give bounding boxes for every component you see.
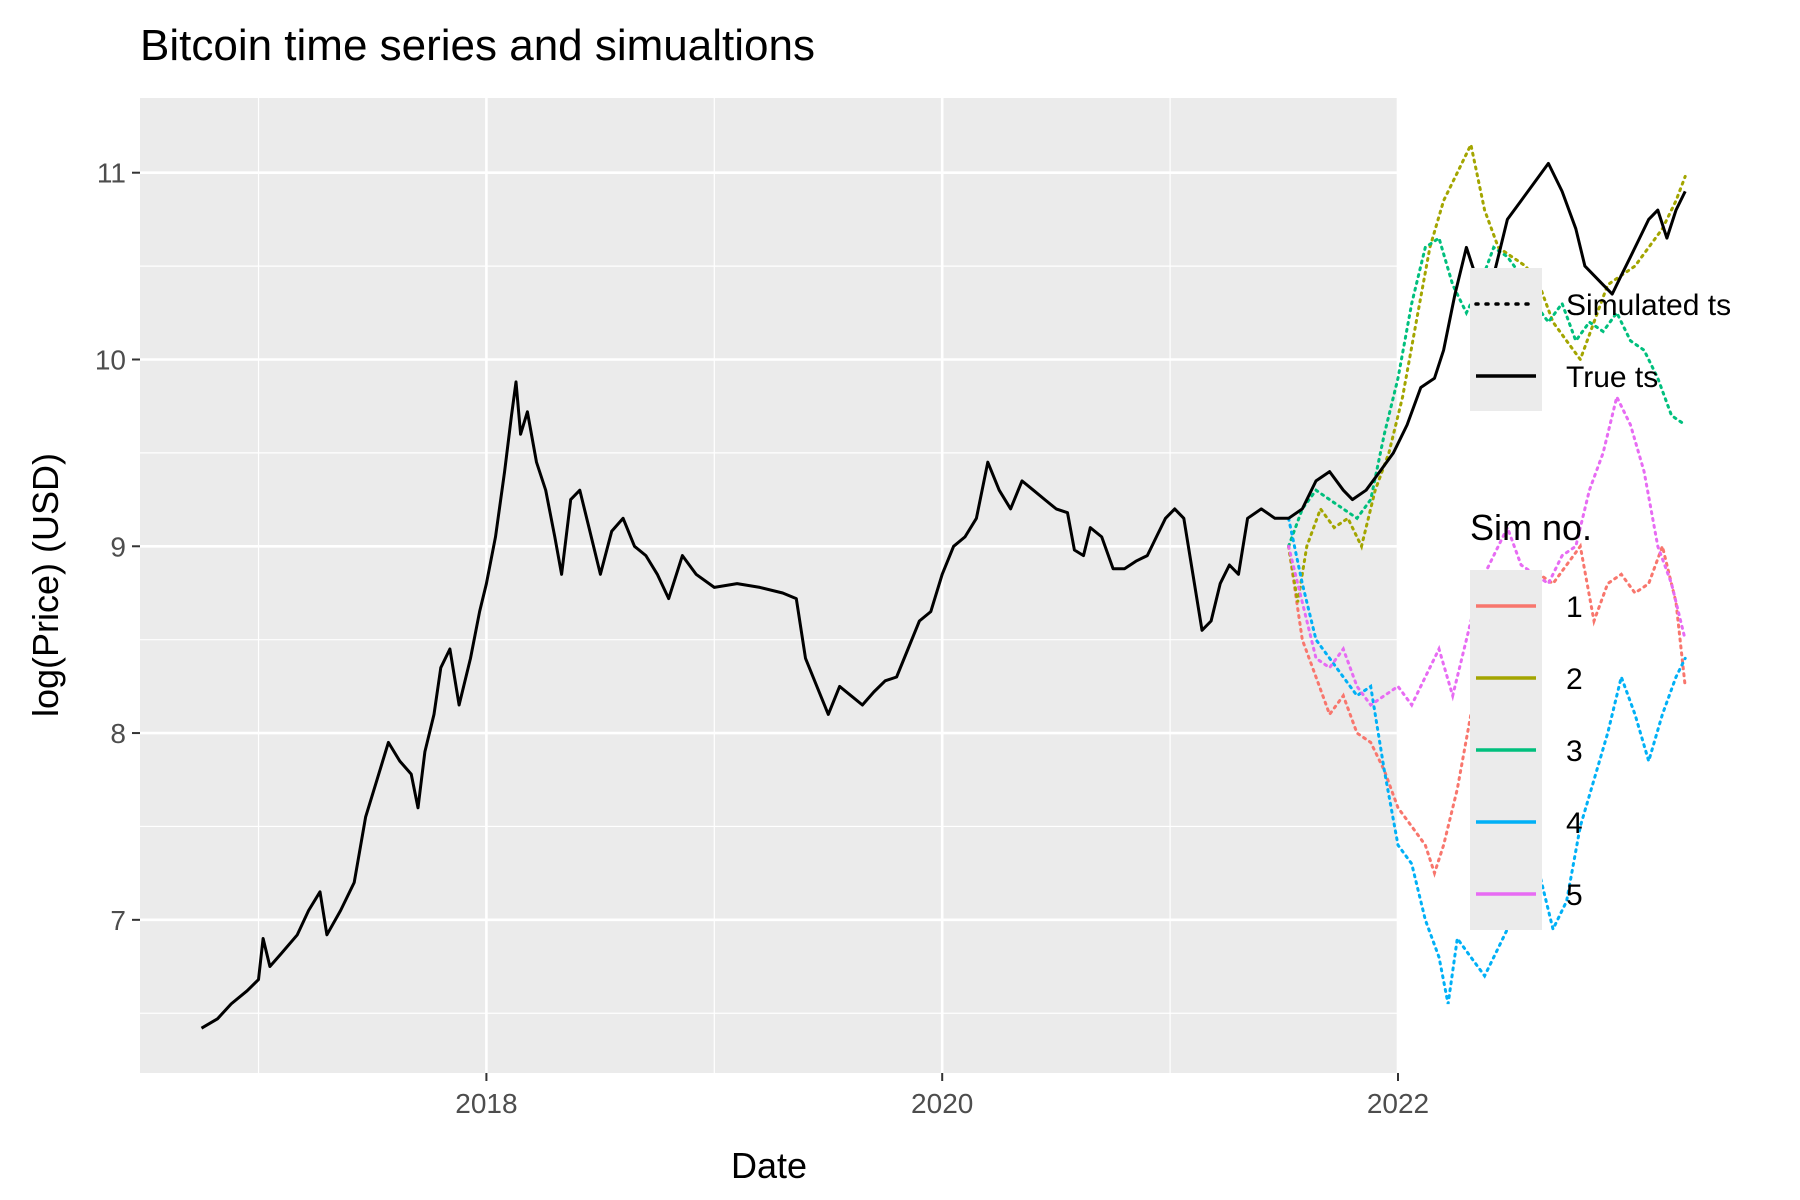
color-legend: 1 2 3 4 5 [1470,570,1583,930]
y-tick-label: 11 [97,158,126,189]
simulated-series-4 [1287,516,1687,1005]
color-legend-label: 1 [1566,591,1583,624]
color-legend-label: 5 [1566,879,1583,912]
simulated-series-1 [1287,541,1687,878]
linetype-legend-label: True ts [1566,361,1658,394]
x-axis-title: Date [731,1145,807,1186]
y-tick-label: 8 [110,718,126,749]
color-legend-title: Sim no. [1470,507,1592,548]
simulated-series-5 [1287,392,1687,708]
true-series-line [200,161,1687,1030]
linetype-legend: Simulated ts True ts [1470,268,1731,411]
simulated-series-3 [1287,235,1687,548]
color-legend-label: 4 [1566,807,1583,840]
color-legend-label: 2 [1566,663,1583,696]
y-tick-label: 7 [110,905,126,936]
series-lines [200,140,1687,1030]
color-legend-label: 3 [1566,735,1583,768]
plot-panel [140,98,1398,1073]
linetype-legend-key-bg [1470,268,1542,411]
y-axis: 7 8 9 10 11 [95,158,140,936]
y-tick-label: 10 [95,344,126,375]
x-tick-label: 2018 [455,1088,517,1119]
y-axis-title: log(Price) (USD) [25,453,66,717]
x-axis: 2018 2020 2022 [455,1073,1429,1119]
linetype-legend-label: Simulated ts [1566,289,1731,322]
y-tick-label: 9 [110,531,126,562]
x-tick-label: 2020 [911,1088,973,1119]
chart-title: Bitcoin time series and simualtions [140,21,815,70]
x-tick-label: 2022 [1367,1088,1429,1119]
